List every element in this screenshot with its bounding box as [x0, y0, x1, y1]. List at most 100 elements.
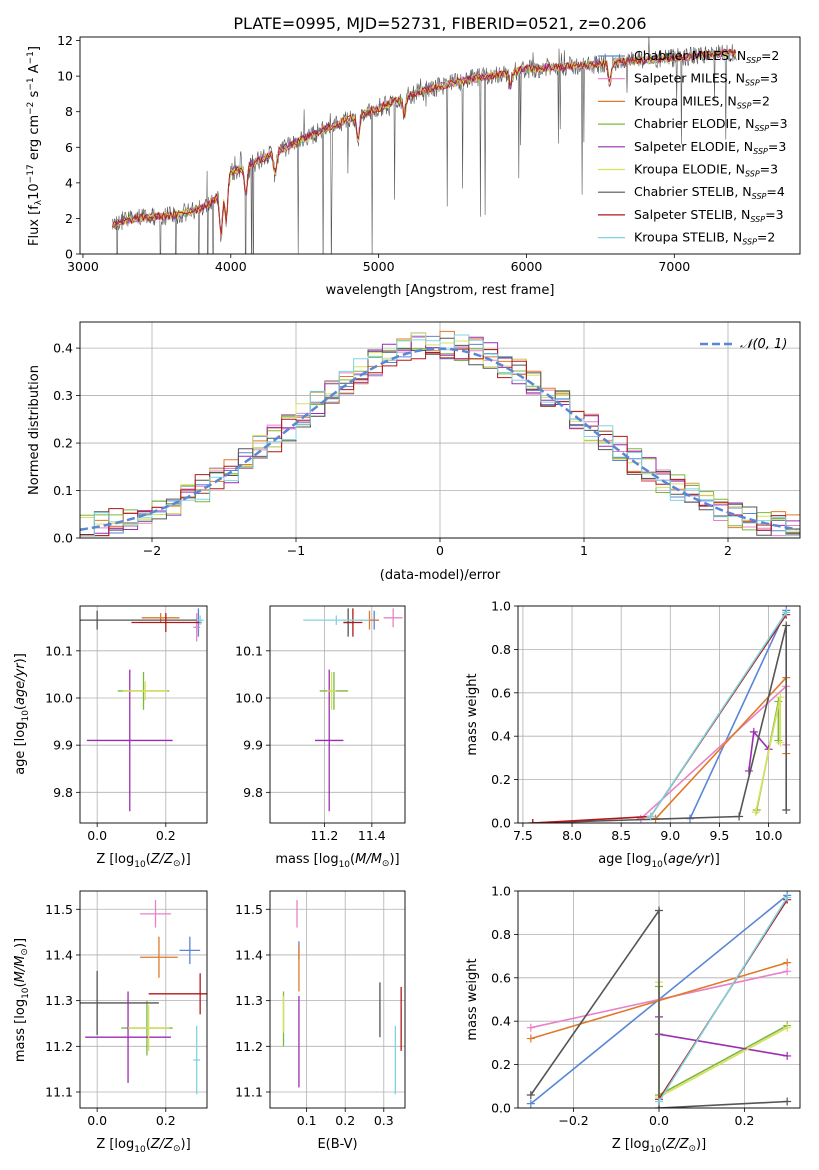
y-tick-label: 11.3	[45, 993, 73, 1008]
legend-label-kroupa-stelib-n-ssp-2-part: Kroupa STELIB, N	[634, 230, 742, 245]
legend-label-chabrier-stelib-n-ssp-4: Chabrier STELIB, NSSP=4	[634, 184, 785, 201]
y-tick-label: 0.2	[491, 1057, 511, 1072]
weight-marker-kroupa-elodie	[776, 738, 785, 747]
weight-marker-kroupa-stelib	[646, 812, 655, 821]
x-axis-label: Z [log10(Z/Z⊙)]	[96, 1137, 190, 1155]
y-axis-label-part: −1	[26, 51, 36, 64]
y-axis-label-part: age/yr	[13, 662, 28, 705]
axes-frame	[79, 36, 801, 255]
legend-label-salpeter-elodie-n-ssp-3-part: Salpeter ELODIE, N	[634, 139, 753, 154]
x-axis-label-part: Z/Z	[150, 852, 174, 867]
y-tick-label: 10.0	[45, 690, 73, 705]
legend-label-kroupa-stelib-n-ssp-2-part: =2	[757, 230, 775, 245]
x-tick-label: 7000	[658, 259, 690, 274]
x-tick-label: −2	[143, 543, 161, 558]
panel-age_vs_mass: 11.2 11.4 9.8 9.9 10.0 10.1 mass [log10(M/M⊙)]	[235, 605, 406, 870]
y-tick-label: 10	[57, 69, 73, 84]
x-tick-label: 0.2	[156, 1113, 176, 1128]
spectrum-line-salpeter-stelib-n-ssp-3	[112, 48, 737, 235]
y-axis-label-part: M/M	[13, 956, 28, 983]
panel-mass_vs_Z: 0.0 0.211.111.211.311.411.5Z [log10(Z/Z⊙)…	[13, 890, 208, 1155]
weight-line-kroupa-stelib	[649, 612, 787, 817]
x-tick-label: 4000	[215, 259, 247, 274]
legend-label-chabrier-stelib-n-ssp-4-part: Chabrier STELIB, N	[634, 184, 752, 199]
y-tick-label: 1.0	[491, 884, 511, 899]
x-axis-label: Z [log10(Z/Z⊙)]	[96, 852, 190, 870]
x-axis-label: (data-model)/error	[380, 568, 501, 583]
y-tick-label: 0.8	[491, 927, 511, 942]
x-axis-label-part: (	[661, 1137, 666, 1152]
y-axis-label-group: age [log10(age/yr)]	[13, 653, 31, 775]
y-tick-label: 0.2	[53, 436, 73, 451]
x-tick-label: 0.0	[649, 1113, 669, 1128]
y-axis-label-part: A	[27, 64, 42, 77]
y-axis-label-part: −1	[26, 77, 36, 90]
x-axis-label-part: )]	[710, 852, 720, 867]
y-tick-label: 12	[57, 33, 73, 48]
x-tick-label: 8.5	[611, 828, 631, 843]
axes-frame	[517, 890, 801, 1109]
y-tick-label: 1.0	[491, 599, 511, 614]
plot-area	[526, 891, 792, 1108]
x-tick-label: 0.3	[374, 1113, 394, 1128]
y-tick-label: 10.1	[235, 643, 263, 658]
x-axis-label-part: 10	[650, 1145, 662, 1155]
gaussian-curve	[80, 347, 798, 531]
legend-label-kroupa-miles-n-ssp-2: Kroupa MILES, NSSP=2	[634, 93, 770, 110]
y-tick-label: 0.6	[491, 685, 511, 700]
plot-area	[80, 608, 204, 812]
legend-label-chabrier-elodie-n-ssp-3-part: Chabrier ELODIE, N	[634, 116, 754, 131]
legend-label-chabrier-miles-n-ssp-2-part: Chabrier MILES, N	[634, 48, 746, 63]
y-tick-label: 0	[65, 247, 73, 262]
x-axis-label: Z [log10(Z/Z⊙)]	[612, 1137, 706, 1155]
legend-label-kroupa-elodie-n-ssp-3-part: SSP	[745, 170, 760, 179]
x-tick-label: 8.0	[562, 828, 582, 843]
y-tick-label: 10.1	[45, 643, 73, 658]
weight-marker-chabrier-stelib	[782, 621, 791, 630]
y-axis-label-part: Flux [f	[27, 205, 42, 246]
y-axis-label: Flux [fλ10−17 erg cm−2 s−1 A−1]	[26, 46, 44, 246]
weight-marker-kroupa-stelib	[655, 1097, 663, 1106]
plot-area	[303, 608, 403, 812]
weight-line-chabrier-elodie	[658, 986, 788, 1097]
y-tick-label: 0.3	[53, 388, 73, 403]
x-axis-label-part: )]	[389, 852, 399, 867]
weight-line-chabrier-stelib	[532, 625, 787, 823]
y-tick-label: 0.4	[491, 1014, 511, 1029]
y-axis-label-part: −2	[26, 102, 36, 115]
x-axis-label-part: Z [log	[96, 1137, 134, 1152]
x-axis-label-part: ⊙	[382, 859, 390, 869]
y-axis-label: mass weight	[465, 673, 480, 755]
legend-label-kroupa-miles-n-ssp-2-part: =2	[751, 93, 769, 108]
plot-area	[282, 900, 402, 1095]
y-tick-label: 11.1	[235, 1085, 263, 1100]
weight-marker-chabrier-stelib	[783, 1097, 792, 1106]
x-tick-label: 0.2	[156, 828, 176, 843]
y-axis-label-part: 10	[27, 183, 42, 200]
x-axis-label-part: E(B-V)	[317, 1137, 357, 1152]
x-axis-label-part: (	[146, 852, 151, 867]
y-tick-label: 2	[65, 211, 73, 226]
x-axis-label-part: mass [log	[275, 852, 338, 867]
weight-marker-kroupa-elodie	[751, 808, 760, 817]
y-axis-label-part: )]	[13, 653, 28, 663]
y-tick-label: 10.0	[235, 690, 263, 705]
x-tick-label: 0.0	[87, 828, 107, 843]
x-axis-label-part: )]	[181, 852, 191, 867]
legend-label-kroupa-elodie-n-ssp-3-part: Kroupa ELODIE, N	[634, 162, 745, 177]
y-tick-label: 11.2	[235, 1039, 263, 1054]
y-axis-label-part: ⊙	[20, 948, 30, 956]
weight-marker-salpeter-miles	[783, 967, 792, 976]
x-tick-label: −0.2	[558, 1113, 588, 1128]
legend-label-chabrier-elodie-n-ssp-3-part: SSP	[754, 124, 769, 133]
y-axis-label-group: Flux [fλ10−17 erg cm−2 s−1 A−1]	[26, 46, 44, 246]
x-axis-label-part: ⊙	[173, 1144, 181, 1154]
weight-marker-kroupa-stelib	[783, 893, 792, 902]
weight-line-kroupa-stelib	[658, 897, 788, 1102]
legend-label-kroupa-elodie-n-ssp-3-part: =3	[760, 162, 778, 177]
x-tick-label: 0	[436, 543, 444, 558]
x-tick-label: 9.5	[709, 828, 729, 843]
x-axis-label: E(B-V)	[317, 1137, 357, 1152]
x-axis-label: age [log10(age/yr)]	[598, 852, 720, 870]
